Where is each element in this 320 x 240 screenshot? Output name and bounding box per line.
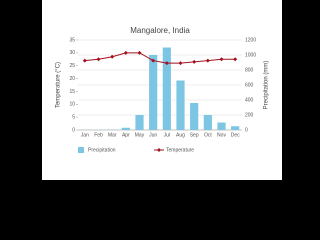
legend-swatch [157, 148, 161, 152]
marker [164, 61, 169, 66]
x-tick-label: Aug [176, 132, 185, 138]
y2-tick-label: 400 [245, 97, 254, 103]
bar [162, 47, 171, 130]
page: {"chart_data": {"type": "bar", "title": … [42, 0, 282, 180]
bar [203, 115, 212, 130]
marker [205, 58, 210, 63]
x-tick-label: May [135, 132, 145, 138]
y2-tick-label: 200 [245, 112, 254, 118]
x-tick-label: Jun [149, 132, 157, 138]
legend-label: Temperature [166, 147, 194, 153]
y-tick-label: 0 [72, 127, 75, 133]
marker [137, 50, 142, 55]
y2-tick-label: 600 [245, 82, 254, 88]
bar [121, 127, 130, 130]
marker [82, 58, 87, 63]
bar [135, 115, 144, 130]
marker [151, 58, 156, 63]
x-tick-label: Mar [108, 132, 117, 138]
bar [217, 122, 226, 130]
marker [123, 50, 128, 55]
bar [149, 55, 158, 130]
y-tick-label: 20 [69, 76, 75, 82]
legend-label: Precipitation [88, 147, 116, 153]
y-tick-label: 25 [69, 63, 75, 69]
marker [96, 57, 101, 62]
bar [176, 80, 185, 130]
x-tick-label: Dec [231, 132, 240, 138]
y2-axis-title: Precipitation (mm) [264, 61, 270, 110]
y2-tick-label: 0 [245, 127, 248, 133]
line [84, 52, 236, 64]
bar [231, 126, 240, 130]
y-tick-label: 15 [69, 89, 75, 95]
marker [110, 54, 115, 59]
x-tick-label: Apr [122, 132, 130, 138]
x-tick-label: Jul [164, 132, 170, 138]
y2-tick-label: 1000 [245, 52, 256, 58]
marker [178, 61, 183, 66]
x-tick-label: Jan [81, 132, 89, 138]
marker [219, 57, 224, 62]
y2-tick-label: 1200 [245, 37, 256, 43]
y-tick-label: 30 [69, 50, 75, 56]
bar [190, 103, 199, 130]
y-tick-label: 10 [69, 102, 75, 108]
y-axis-title: Temperature (°C) [56, 62, 62, 108]
x-tick-label: Nov [217, 132, 226, 138]
chart-title: Mangalore, India [130, 26, 190, 35]
x-tick-label: Feb [94, 132, 103, 138]
x-tick-label: Oct [204, 132, 212, 138]
y2-tick-label: 800 [245, 67, 254, 73]
legend-swatch [78, 147, 84, 153]
chart: Mangalore, India Temperature (°C) Precip… [42, 0, 282, 180]
marker [233, 57, 238, 62]
x-tick-label: Sep [190, 132, 199, 138]
y-tick-label: 35 [69, 37, 75, 43]
y-tick-label: 5 [72, 114, 75, 120]
marker [192, 59, 197, 64]
